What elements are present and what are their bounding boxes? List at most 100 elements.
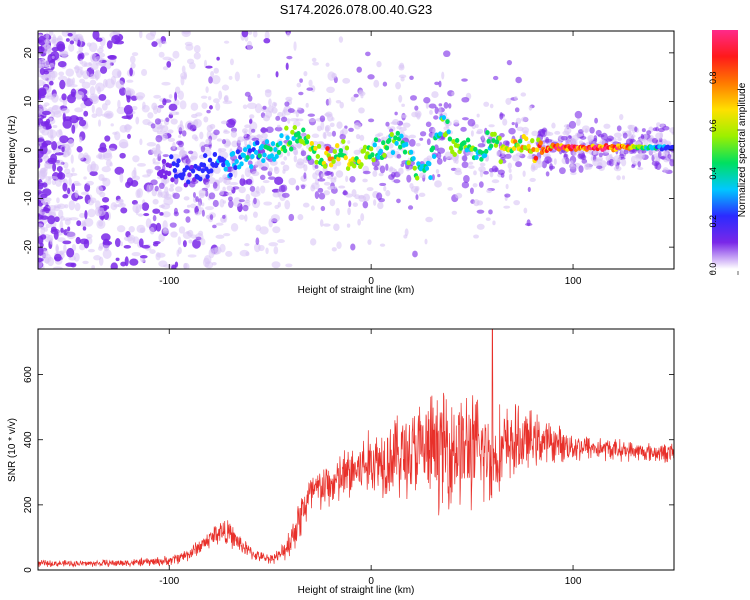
- spectrogram-noise-blob: [284, 200, 290, 210]
- spectrogram-noise-blob: [51, 227, 57, 232]
- spectrogram-halo-blob: [297, 214, 303, 220]
- spectrogram-halo-blob: [243, 180, 248, 185]
- spectrogram-halo-blob: [244, 214, 247, 221]
- spectrogram-halo-blob: [617, 137, 622, 141]
- spectrogram-halo-blob: [409, 135, 416, 139]
- spectrogram-halo-blob: [260, 128, 268, 133]
- spectrogram-noise-blob: [141, 259, 145, 262]
- snr-background: [38, 329, 674, 570]
- spectrogram-halo-blob: [443, 50, 450, 57]
- spectrogram-noise-blob: [115, 238, 121, 247]
- spectrogram-halo-blob: [296, 111, 299, 117]
- spectrogram-noise-blob: [119, 173, 123, 183]
- colorbar-tick-label: 0.0: [708, 263, 718, 276]
- spectrogram-noise-blob: [190, 204, 196, 209]
- spectrogram-y-tick-label: 20: [23, 47, 34, 59]
- spectrogram-halo-blob: [388, 174, 395, 180]
- spectrogram-noise-blob: [205, 66, 212, 69]
- spectrogram-halo-blob: [436, 169, 439, 174]
- spectrogram-halo-blob: [367, 187, 374, 191]
- spectrogram-noise-blob: [235, 72, 240, 82]
- spectrogram-ridge-cell: [249, 164, 253, 169]
- spectrogram-noise-blob: [137, 163, 146, 167]
- spectrogram-noise-blob: [201, 102, 207, 109]
- spectrogram-noise-blob: [162, 57, 171, 61]
- spectrogram-noise-blob: [47, 215, 55, 224]
- spectrogram-halo-blob: [243, 205, 249, 211]
- spectrogram-noise-blob: [159, 212, 163, 216]
- spectrogram-halo-blob: [488, 124, 494, 127]
- spectrogram-noise-blob: [120, 241, 123, 246]
- spectrogram-noise-blob: [209, 105, 213, 109]
- snr-y-tick-label: 400: [23, 431, 34, 448]
- spectrogram-noise-blob: [141, 69, 147, 76]
- spectrogram-ridge-cell: [243, 147, 247, 152]
- spectrogram-noise-blob: [120, 207, 127, 213]
- spectrogram-noise-blob: [147, 112, 153, 119]
- spectrogram-noise-blob: [100, 66, 107, 74]
- spectrogram-ridge-cell: [462, 140, 466, 145]
- spectrogram-halo-blob: [360, 213, 364, 221]
- spectrogram-halo-blob: [260, 175, 266, 180]
- spectrogram-noise-blob: [59, 135, 69, 143]
- spectrogram-noise-blob: [104, 111, 114, 119]
- spectrogram-ridge-cell: [406, 160, 410, 165]
- spectrogram-noise-blob: [205, 86, 208, 93]
- spectrogram-noise-blob: [99, 257, 104, 266]
- spectrogram-halo-blob: [182, 130, 187, 136]
- spectrogram-halo-blob: [627, 125, 632, 130]
- spectrogram-halo-blob: [609, 154, 612, 158]
- spectrogram-noise-blob: [136, 95, 144, 100]
- spectrogram-halo-blob: [308, 119, 316, 123]
- spectrogram-halo-blob: [268, 176, 276, 180]
- spectrogram-halo-blob: [299, 78, 303, 82]
- spectrogram-halo-blob: [373, 80, 379, 88]
- spectrogram-x-tick-label: 100: [565, 276, 582, 287]
- spectrogram-noise-blob: [169, 94, 173, 99]
- spectrogram-panel: -100 0 100-20-1001020 Height of straight l…: [7, 27, 677, 296]
- spectrogram-halo-blob: [356, 134, 360, 139]
- spectrogram-halo-blob: [308, 114, 315, 117]
- spectrogram-halo-blob: [477, 210, 485, 214]
- spectrogram-halo-blob: [486, 217, 491, 221]
- spectrogram-noise-blob: [90, 163, 99, 172]
- spectrogram-noise-blob: [222, 85, 229, 91]
- spectrogram-ridge-cell: [203, 153, 207, 158]
- spectrogram-noise-blob: [65, 219, 71, 225]
- spectrogram-halo-blob: [603, 124, 610, 129]
- spectrogram-halo-blob: [479, 181, 484, 188]
- spectrogram-noise-blob: [178, 236, 182, 245]
- spectrogram-noise-blob: [74, 107, 83, 112]
- spectrogram-halo-blob: [378, 198, 385, 202]
- spectrogram-halo-blob: [398, 95, 402, 103]
- spectrogram-noise-blob: [51, 111, 55, 118]
- spectrogram-halo-blob: [571, 135, 579, 141]
- spectrogram-halo-blob: [198, 210, 202, 214]
- spectrogram-noise-blob: [48, 176, 58, 179]
- spectrogram-halo-blob: [282, 193, 290, 198]
- spectrogram-halo-blob: [155, 166, 161, 171]
- spectrogram-ridge-cell: [245, 155, 249, 160]
- spectrogram-noise-blob: [88, 209, 96, 218]
- spectrogram-halo-blob: [251, 129, 255, 133]
- spectrogram-halo-blob: [249, 118, 252, 123]
- spectrogram-ridge-cell: [382, 153, 386, 158]
- spectrogram-halo-blob: [222, 187, 226, 192]
- spectrogram-halo-blob: [192, 134, 198, 139]
- spectrogram-halo-blob: [375, 134, 381, 138]
- spectrogram-noise-blob: [91, 265, 95, 269]
- spectrogram-halo-blob: [568, 135, 572, 139]
- spectrogram-ridge-cell: [486, 139, 490, 144]
- spectrogram-halo-blob: [170, 184, 175, 188]
- spectrogram-noise-blob: [132, 155, 139, 162]
- spectrogram-halo-blob: [315, 165, 319, 169]
- spectrogram-noise-blob: [74, 253, 80, 262]
- spectrogram-noise-blob: [187, 59, 194, 65]
- spectrogram-halo-blob: [368, 119, 374, 123]
- spectrogram-halo-blob: [496, 151, 500, 157]
- spectrogram-halo-blob: [614, 166, 622, 171]
- spectrogram-halo-blob: [367, 239, 371, 245]
- spectrogram-ridge-cell: [284, 126, 288, 131]
- spectrogram-halo-blob: [336, 208, 340, 216]
- spectrogram-noise-blob: [286, 63, 289, 70]
